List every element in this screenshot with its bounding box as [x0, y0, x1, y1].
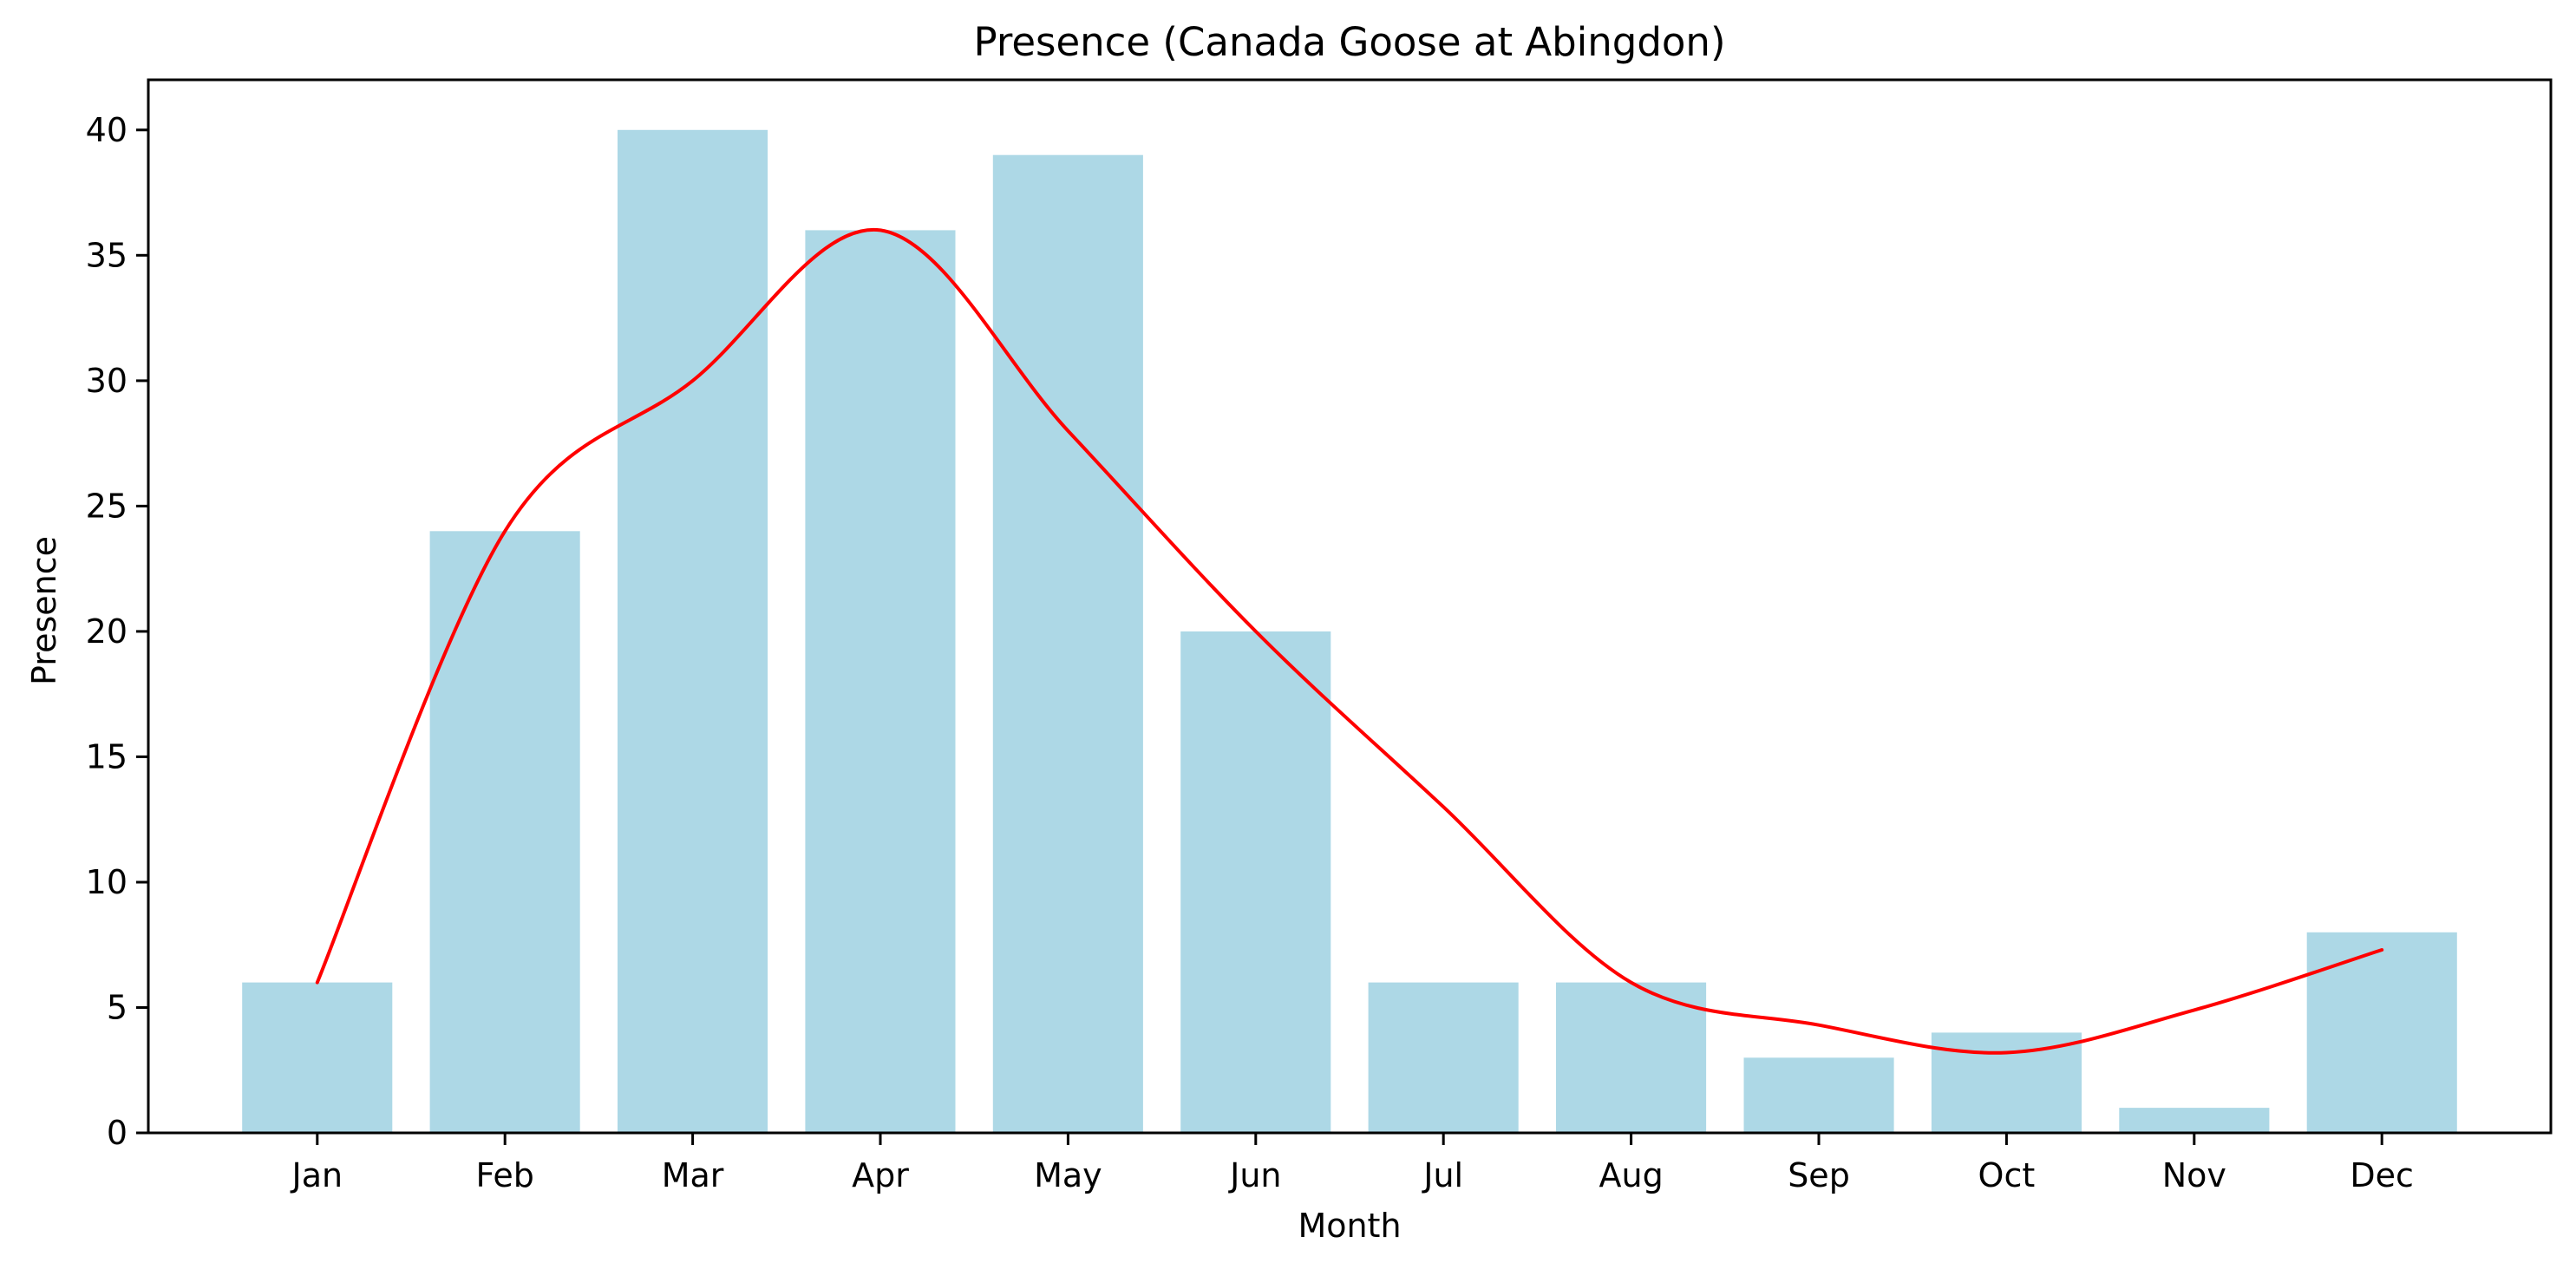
y-axis-label: Presence: [25, 536, 63, 685]
bar-jan: [242, 982, 393, 1133]
bar-jun: [1180, 631, 1331, 1133]
x-tick-label-oct: Oct: [1978, 1156, 2036, 1194]
x-tick-label-mar: Mar: [662, 1156, 724, 1194]
bar-jul: [1368, 982, 1519, 1133]
x-tick-label-apr: Apr: [852, 1156, 909, 1194]
bar-may: [992, 154, 1143, 1134]
y-tick-label-0: 0: [107, 1114, 127, 1152]
bar-aug: [1556, 982, 1707, 1133]
bar-apr: [805, 230, 956, 1133]
bar-dec: [2306, 932, 2457, 1133]
x-tick-label-aug: Aug: [1599, 1156, 1663, 1194]
y-tick-label-30: 30: [86, 362, 127, 400]
trend-line-series: [315, 228, 2384, 1055]
y-tick-label-20: 20: [86, 612, 127, 651]
x-tick-label-dec: Dec: [2350, 1156, 2414, 1194]
bar-nov: [2119, 1108, 2270, 1133]
y-tick-label-10: 10: [86, 863, 127, 901]
x-tick-label-jun: Jun: [1228, 1156, 1281, 1194]
y-tick-label-5: 5: [107, 989, 127, 1027]
y-tick-label-40: 40: [86, 111, 127, 149]
bar-mar: [618, 129, 768, 1133]
y-tick-label-25: 25: [86, 487, 127, 525]
x-tick-label-jul: Jul: [1422, 1156, 1463, 1194]
bar-feb: [429, 531, 580, 1133]
x-axis: Jan Feb Mar Apr May Jun Jul Aug Sep Oct Nov Dec: [291, 1133, 2414, 1194]
y-tick-label-15: 15: [86, 737, 127, 775]
chart-title: Presence (Canada Goose at Abingdon): [973, 19, 1725, 65]
plot-frame: [147, 78, 2553, 1135]
trend-line: [315, 228, 2384, 1055]
x-tick-label-feb: Feb: [476, 1156, 534, 1194]
x-tick-label-jan: Jan: [291, 1156, 343, 1194]
y-axis: 0 5 10 15 20 25 30 35 40: [86, 111, 148, 1152]
x-tick-label-nov: Nov: [2162, 1156, 2226, 1194]
x-tick-label-sep: Sep: [1788, 1156, 1850, 1194]
x-tick-label-may: May: [1034, 1156, 1102, 1194]
x-axis-label: Month: [1298, 1207, 1401, 1245]
y-tick-label-35: 35: [86, 236, 127, 274]
bar-series: [242, 129, 2457, 1134]
bar-sep: [1743, 1057, 1894, 1133]
